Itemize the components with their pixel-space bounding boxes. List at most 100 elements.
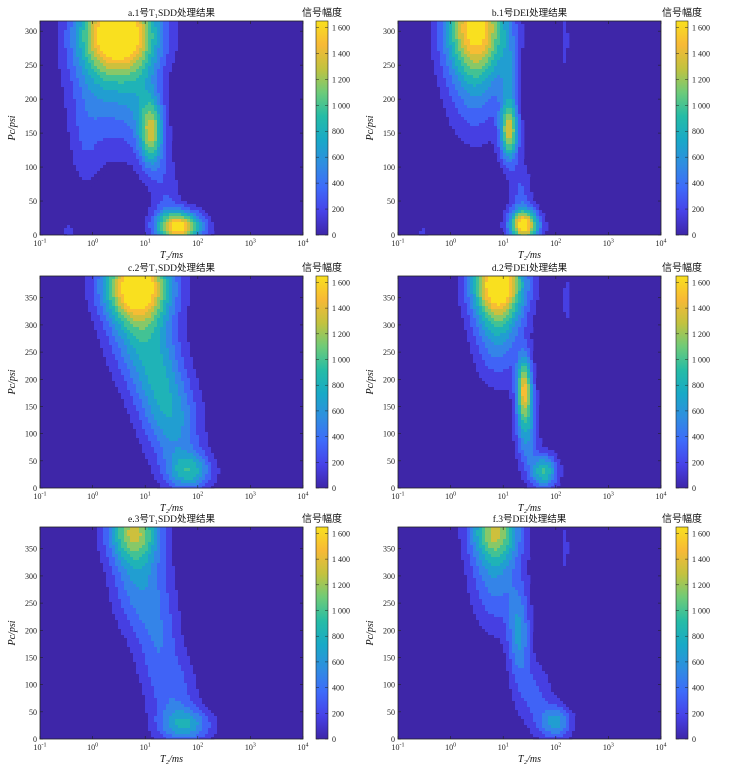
heatmap-cell xyxy=(157,39,161,43)
heatmap-cell xyxy=(124,48,128,52)
heatmap-cell xyxy=(446,72,450,76)
heatmap-cell xyxy=(151,321,155,325)
heatmap-cell xyxy=(491,60,495,64)
heatmap-cell xyxy=(118,159,122,163)
heatmap-cell xyxy=(184,324,188,328)
heatmap-cell xyxy=(151,285,155,289)
heatmap-cell xyxy=(70,162,74,166)
heatmap-cell xyxy=(100,111,104,115)
heatmap-cell xyxy=(467,54,471,58)
heatmap-cell xyxy=(130,93,134,97)
heatmap-cell xyxy=(127,33,131,37)
heatmap-cell xyxy=(97,111,101,115)
heatmap-cell xyxy=(494,42,498,46)
heatmap-cell xyxy=(142,306,146,310)
heatmap-cell xyxy=(512,210,516,214)
heatmap-cell xyxy=(151,225,155,229)
heatmap-cell xyxy=(506,231,510,235)
y-tick-label: 0 xyxy=(391,231,395,240)
heatmap-cell xyxy=(151,327,155,331)
heatmap-cell xyxy=(103,72,107,76)
heatmap-cell xyxy=(479,42,483,46)
heatmap-cell xyxy=(169,51,173,55)
heatmap-cell xyxy=(449,111,453,115)
heatmap-cell xyxy=(455,78,459,82)
heatmap-cell xyxy=(151,216,155,220)
heatmap-cell xyxy=(476,99,480,103)
heatmap-cell xyxy=(190,276,194,280)
heatmap-cell xyxy=(154,72,158,76)
heatmap-cell xyxy=(163,141,167,145)
heatmap-cell xyxy=(518,117,522,121)
heatmap-cell xyxy=(169,132,173,136)
heatmap-cell xyxy=(148,303,152,307)
heatmap-cell xyxy=(85,120,89,124)
heatmap-cell xyxy=(112,327,116,331)
heatmap-cell xyxy=(440,27,444,31)
heatmap-cell xyxy=(193,204,197,208)
heatmap-cell xyxy=(121,114,125,118)
heatmap-cell xyxy=(73,93,77,97)
heatmap-cell xyxy=(109,342,113,346)
heatmap-cell xyxy=(97,171,101,175)
heatmap-cell xyxy=(506,177,510,181)
heatmap-cell xyxy=(500,90,504,94)
heatmap-cell xyxy=(172,36,176,40)
heatmap-cell xyxy=(503,219,507,223)
heatmap-cell xyxy=(521,228,525,232)
heatmap-cell xyxy=(151,54,155,58)
heatmap-cell xyxy=(64,111,68,115)
heatmap-cell xyxy=(428,51,432,55)
heatmap-cell xyxy=(121,141,125,145)
heatmap-cell xyxy=(178,228,182,232)
heatmap-cell xyxy=(184,336,188,340)
heatmap-cell xyxy=(458,75,462,79)
heatmap-cell xyxy=(127,315,131,319)
heatmap-cell xyxy=(476,63,480,67)
heatmap-cell xyxy=(94,87,98,91)
heatmap-cell xyxy=(518,219,522,223)
heatmap-cell xyxy=(175,285,179,289)
heatmap-cell xyxy=(440,93,444,97)
heatmap-cell xyxy=(518,93,522,97)
heatmap-cell xyxy=(124,129,128,133)
heatmap-cell xyxy=(106,114,110,118)
heatmap-cell xyxy=(139,303,143,307)
heatmap-cell xyxy=(512,171,516,175)
heatmap-cell xyxy=(67,24,71,28)
heatmap-cell xyxy=(136,48,140,52)
heatmap-cell xyxy=(160,282,164,286)
heatmap-cell xyxy=(521,102,525,106)
heatmap-cell xyxy=(494,99,498,103)
heatmap-cell xyxy=(133,51,137,55)
heatmap-cell xyxy=(166,60,170,64)
heatmap-cell xyxy=(163,321,167,325)
heatmap-cell xyxy=(142,147,146,151)
heatmap-cell xyxy=(479,51,483,55)
heatmap-cell xyxy=(112,324,116,328)
heatmap-cell xyxy=(73,51,77,55)
heatmap-cell xyxy=(187,222,191,226)
heatmap-cell xyxy=(127,333,131,337)
x-tick-label: 102 xyxy=(192,239,203,249)
heatmap-cell xyxy=(112,342,116,346)
heatmap-cell xyxy=(151,159,155,163)
heatmap-cell xyxy=(139,45,143,49)
heatmap-cell xyxy=(136,156,140,160)
heatmap-cell xyxy=(160,204,164,208)
heatmap-cell xyxy=(100,63,104,67)
heatmap-cell xyxy=(85,177,89,181)
heatmap-cell xyxy=(70,141,74,145)
heatmap-cell xyxy=(518,225,522,229)
heatmap-cell xyxy=(163,180,167,184)
heatmap-cell xyxy=(560,36,564,40)
heatmap-cell xyxy=(506,72,510,76)
heatmap-cell xyxy=(205,225,209,229)
heatmap-cell xyxy=(145,282,149,286)
heatmap-cell xyxy=(127,147,131,151)
heatmap-cell xyxy=(67,132,71,136)
heatmap-cell xyxy=(473,27,477,31)
heatmap-cell xyxy=(509,87,513,91)
heatmap-cell xyxy=(103,48,107,52)
heatmap-cell xyxy=(64,30,68,34)
